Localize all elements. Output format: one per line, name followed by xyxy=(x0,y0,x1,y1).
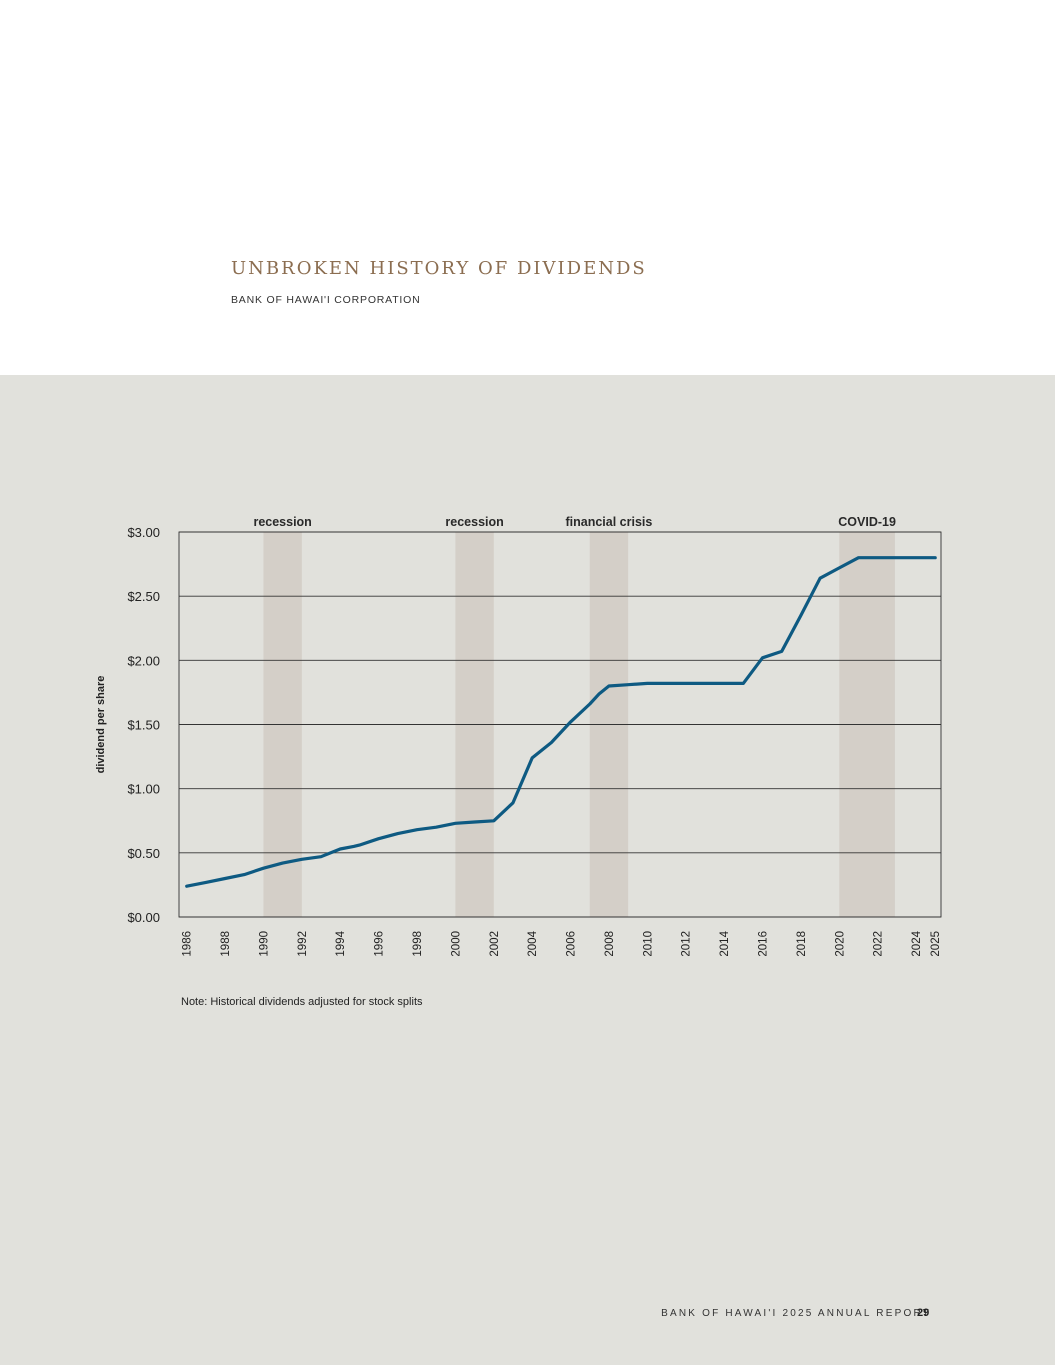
plot-frame xyxy=(178,531,942,918)
series-line-0 xyxy=(185,556,937,888)
x-tick-label: 1996 xyxy=(374,931,386,957)
x-tick-label: 2014 xyxy=(719,930,731,956)
x-tick-label: 2008 xyxy=(604,931,616,957)
x-tick-label: 2006 xyxy=(566,931,578,957)
y-tick-label: $2.50 xyxy=(127,589,160,604)
y-tick-label: $0.50 xyxy=(127,846,160,861)
x-tick-label: 2004 xyxy=(527,930,539,956)
shaded-period-label-1: recession xyxy=(445,515,503,529)
x-tick-label: 2016 xyxy=(757,931,769,957)
shaded-period-label-2: financial crisis xyxy=(566,515,653,529)
footer-text: BANK OF HAWAI'I 2025 ANNUAL REPORT xyxy=(661,1308,931,1319)
x-tick-label: 2010 xyxy=(642,931,654,957)
x-tick-label: 2000 xyxy=(450,931,462,957)
x-tick-label: 2012 xyxy=(681,931,693,957)
x-tick-label: 1986 xyxy=(182,931,194,957)
x-tick-label: 1990 xyxy=(258,931,270,957)
page-subtitle: BANK OF HAWAI'I CORPORATION xyxy=(231,294,421,306)
x-tick-label: 2018 xyxy=(796,931,808,957)
shaded-period-label-3: COVID-19 xyxy=(838,515,896,529)
x-tick-label: 1992 xyxy=(297,931,309,957)
page-number: 29 xyxy=(917,1307,930,1319)
chart-note: Note: Historical dividends adjusted for … xyxy=(181,996,423,1008)
x-tick-label: 2024 xyxy=(911,930,923,956)
shaded-period-label-0: recession xyxy=(253,515,311,529)
x-tick-label: 1994 xyxy=(335,930,347,956)
x-tick-label: 1988 xyxy=(220,931,232,957)
y-tick-label: $2.00 xyxy=(127,653,160,668)
x-tick-label: 2002 xyxy=(489,931,501,957)
header-section: UNBROKEN HISTORY OF DIVIDENDS BANK OF HA… xyxy=(0,0,1055,375)
y-tick-label: $1.00 xyxy=(127,782,160,797)
dividend-chart: recession recession financial crisis COVID-… xyxy=(95,515,942,957)
x-tick-label: 2022 xyxy=(873,931,885,957)
x-tick-label: 1998 xyxy=(412,931,424,957)
y-tick-label: $0.00 xyxy=(127,910,160,925)
x-tick-label: 2020 xyxy=(834,931,846,957)
y-tick-label: $3.00 xyxy=(127,525,160,540)
chart-section: recession recession financial crisis COVID-… xyxy=(0,375,1055,1365)
y-tick-label: $1.50 xyxy=(127,718,160,733)
y-axis-label: dividend per share xyxy=(95,676,107,774)
x-tick-label: 2025 xyxy=(930,931,942,957)
page-title: UNBROKEN HISTORY OF DIVIDENDS xyxy=(231,258,647,279)
